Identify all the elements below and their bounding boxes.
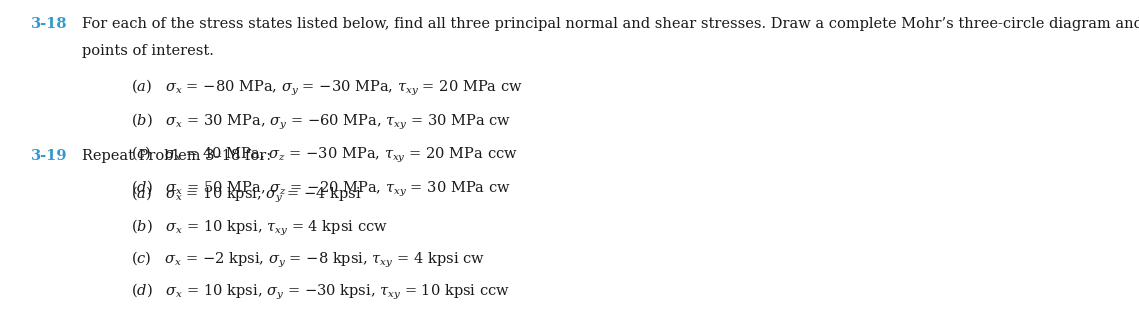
Text: Repeat Problem 3–18 for:: Repeat Problem 3–18 for:: [82, 149, 271, 163]
Text: ($c$)   $\sigma_x$ = −2 kpsi, $\sigma_y$ = −8 kpsi, $\tau_{xy}$ = 4 kpsi cw: ($c$) $\sigma_x$ = −2 kpsi, $\sigma_y$ =…: [131, 250, 485, 270]
Text: ($a$)   $\sigma_x$ = −80 MPa, $\sigma_y$ = −30 MPa, $\tau_{xy}$ = 20 MPa cw: ($a$) $\sigma_x$ = −80 MPa, $\sigma_y$ =…: [131, 78, 523, 98]
Text: ($d$)   $\sigma_x$ = 10 kpsi, $\sigma_y$ = −30 kpsi, $\tau_{xy}$ = 10 kpsi ccw: ($d$) $\sigma_x$ = 10 kpsi, $\sigma_y$ =…: [131, 282, 510, 302]
Text: ($a$)   $\sigma_x$ = 10 kpsi, $\sigma_y$ = −4 kpsi: ($a$) $\sigma_x$ = 10 kpsi, $\sigma_y$ =…: [131, 185, 362, 205]
Text: ($d$)   $\sigma_x$ = 50 MPa, $\sigma_z$ = −20 MPa, $\tau_{xy}$ = 30 MPa cw: ($d$) $\sigma_x$ = 50 MPa, $\sigma_z$ = …: [131, 179, 510, 199]
Text: 3-19: 3-19: [31, 149, 67, 163]
Text: For each of the stress states listed below, find all three principal normal and : For each of the stress states listed bel…: [82, 17, 1139, 31]
Text: ($b$)   $\sigma_x$ = 10 kpsi, $\tau_{xy}$ = 4 kpsi ccw: ($b$) $\sigma_x$ = 10 kpsi, $\tau_{xy}$ …: [131, 217, 387, 238]
Text: 3-18: 3-18: [31, 17, 67, 31]
Text: ($b$)   $\sigma_x$ = 30 MPa, $\sigma_y$ = −60 MPa, $\tau_{xy}$ = 30 MPa cw: ($b$) $\sigma_x$ = 30 MPa, $\sigma_y$ = …: [131, 111, 511, 132]
Text: ($c$)   $\sigma_x$ = 40 MPa, $\sigma_z$ = −30 MPa, $\tau_{xy}$ = 20 MPa ccw: ($c$) $\sigma_x$ = 40 MPa, $\sigma_z$ = …: [131, 145, 518, 165]
Text: points of interest.: points of interest.: [82, 44, 214, 58]
